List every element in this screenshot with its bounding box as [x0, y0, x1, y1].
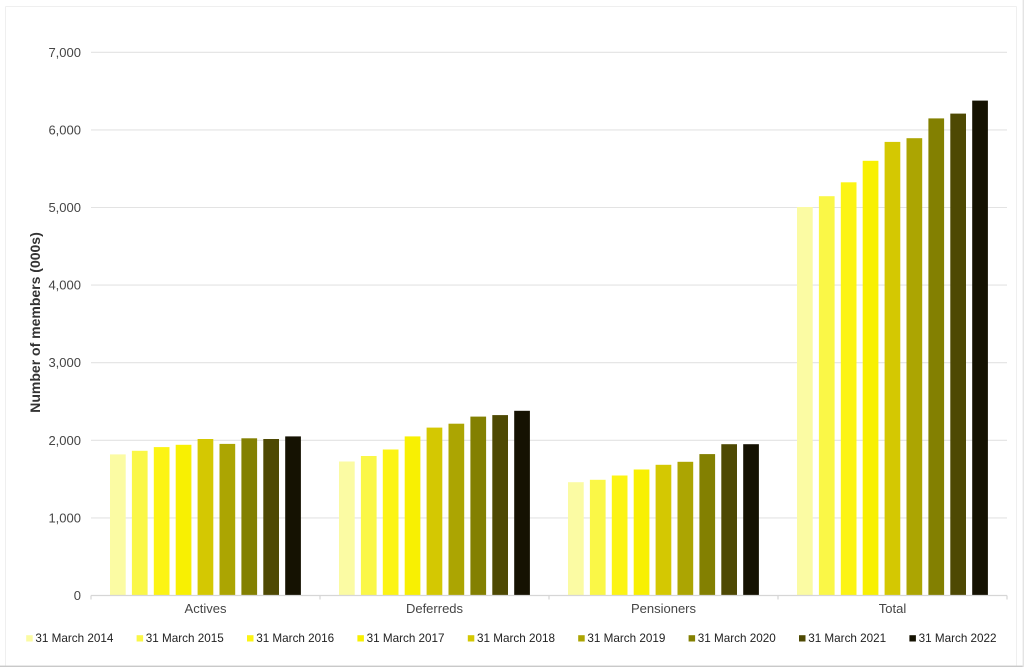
svg-text:31 March 2017: 31 March 2017: [367, 632, 445, 645]
svg-text:4,000: 4,000: [48, 278, 81, 293]
svg-text:Number of members (000s): Number of members (000s): [27, 232, 43, 413]
svg-text:0: 0: [74, 588, 81, 603]
svg-text:Pensioners: Pensioners: [631, 601, 697, 616]
svg-text:2,000: 2,000: [48, 433, 81, 448]
svg-text:5,000: 5,000: [48, 200, 81, 215]
svg-text:31 March 2016: 31 March 2016: [256, 632, 334, 645]
svg-text:31 March 2015: 31 March 2015: [146, 632, 224, 645]
svg-text:6,000: 6,000: [48, 122, 81, 137]
svg-text:Deferreds: Deferreds: [406, 601, 464, 616]
svg-text:Total: Total: [879, 601, 907, 616]
svg-text:31 March 2019: 31 March 2019: [587, 632, 665, 645]
svg-text:Actives: Actives: [185, 601, 227, 616]
svg-text:31 March 2014: 31 March 2014: [35, 632, 113, 645]
svg-text:31 March 2018: 31 March 2018: [477, 632, 555, 645]
svg-text:7,000: 7,000: [48, 45, 81, 60]
svg-text:1,000: 1,000: [48, 510, 81, 525]
svg-text:31 March 2020: 31 March 2020: [698, 632, 776, 645]
svg-text:31 March 2022: 31 March 2022: [919, 632, 997, 645]
svg-text:31 March 2021: 31 March 2021: [808, 632, 886, 645]
svg-text:3,000: 3,000: [48, 355, 81, 370]
